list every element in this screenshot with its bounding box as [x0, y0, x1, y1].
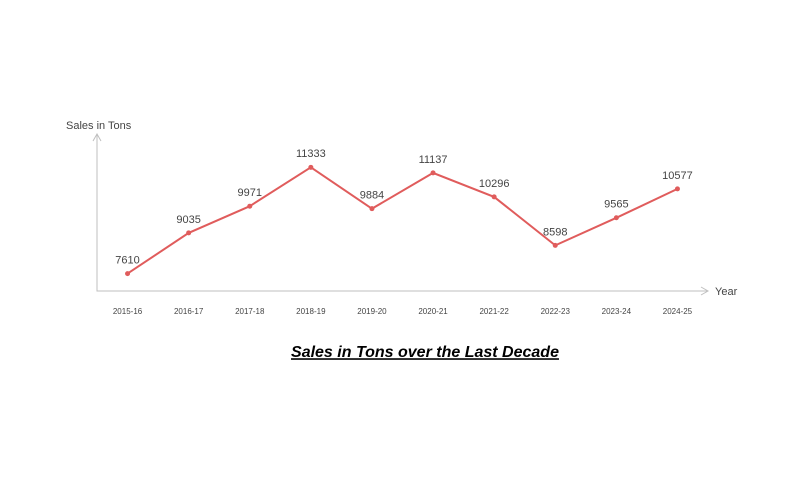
data-label: 8598: [543, 226, 567, 238]
x-arrow: [700, 286, 710, 296]
data-label: 9884: [360, 190, 384, 202]
point: [613, 215, 619, 221]
x-tick-label: 2020-21: [418, 307, 448, 316]
x-tick-label: 2016-17: [174, 307, 204, 316]
x-tick-label: 2015-16: [113, 307, 143, 316]
data-label: 7610: [115, 254, 139, 266]
data-label: 10577: [662, 170, 693, 182]
y-arrow: [92, 132, 102, 142]
point: [308, 164, 314, 170]
data-label: 11137: [419, 154, 448, 166]
data-label: 9035: [176, 214, 200, 226]
data-label: 9971: [238, 187, 262, 199]
x-tick-label: 2021-22: [479, 307, 509, 316]
point: [491, 194, 497, 200]
axes: [96, 134, 708, 292]
x-tick-label: 2017-18: [235, 307, 265, 316]
x-tick-label: 2019-20: [357, 307, 387, 316]
point: [247, 203, 253, 209]
y-axis-label: Sales in Tons: [66, 120, 132, 132]
x-tick-label: 2023-24: [602, 307, 632, 316]
line: [126, 166, 678, 275]
data-label: 10296: [479, 178, 510, 190]
point: [552, 242, 558, 248]
chart-title: Sales in Tons over the Last Decade: [291, 344, 559, 361]
x-tick-label: 2024-25: [663, 307, 693, 316]
point: [125, 271, 131, 277]
point: [186, 230, 192, 236]
point: [369, 206, 375, 212]
data-label: 9565: [604, 199, 628, 211]
point: [430, 170, 436, 176]
point: [674, 186, 680, 192]
data-label: 11333: [296, 148, 326, 160]
x-axis-label: Year: [715, 286, 738, 298]
x-tick-label: 2018-19: [296, 307, 326, 316]
x-tick-label: 2022-23: [541, 307, 571, 316]
